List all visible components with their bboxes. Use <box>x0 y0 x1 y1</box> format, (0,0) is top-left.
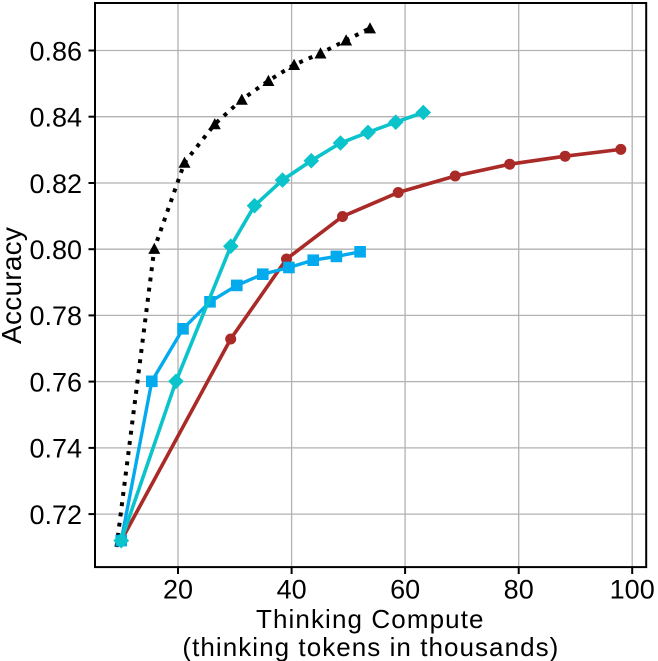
svg-text:0.76: 0.76 <box>29 367 82 397</box>
svg-text:0.82: 0.82 <box>29 169 82 199</box>
svg-text:Thinking Compute: Thinking Compute <box>256 604 485 634</box>
svg-text:0.80: 0.80 <box>29 235 82 265</box>
svg-text:80: 80 <box>504 574 534 604</box>
svg-text:Accuracy: Accuracy <box>0 227 27 344</box>
svg-text:0.78: 0.78 <box>29 301 82 331</box>
svg-text:100: 100 <box>610 574 655 604</box>
svg-text:40: 40 <box>277 574 307 604</box>
svg-text:0.74: 0.74 <box>29 434 82 464</box>
svg-text:20: 20 <box>163 574 193 604</box>
svg-text:0.72: 0.72 <box>29 500 82 530</box>
svg-text:0.86: 0.86 <box>29 36 82 66</box>
svg-text:(thinking tokens in thousands): (thinking tokens in thousands) <box>182 632 559 661</box>
svg-text:0.84: 0.84 <box>29 103 82 133</box>
svg-text:60: 60 <box>390 574 420 604</box>
